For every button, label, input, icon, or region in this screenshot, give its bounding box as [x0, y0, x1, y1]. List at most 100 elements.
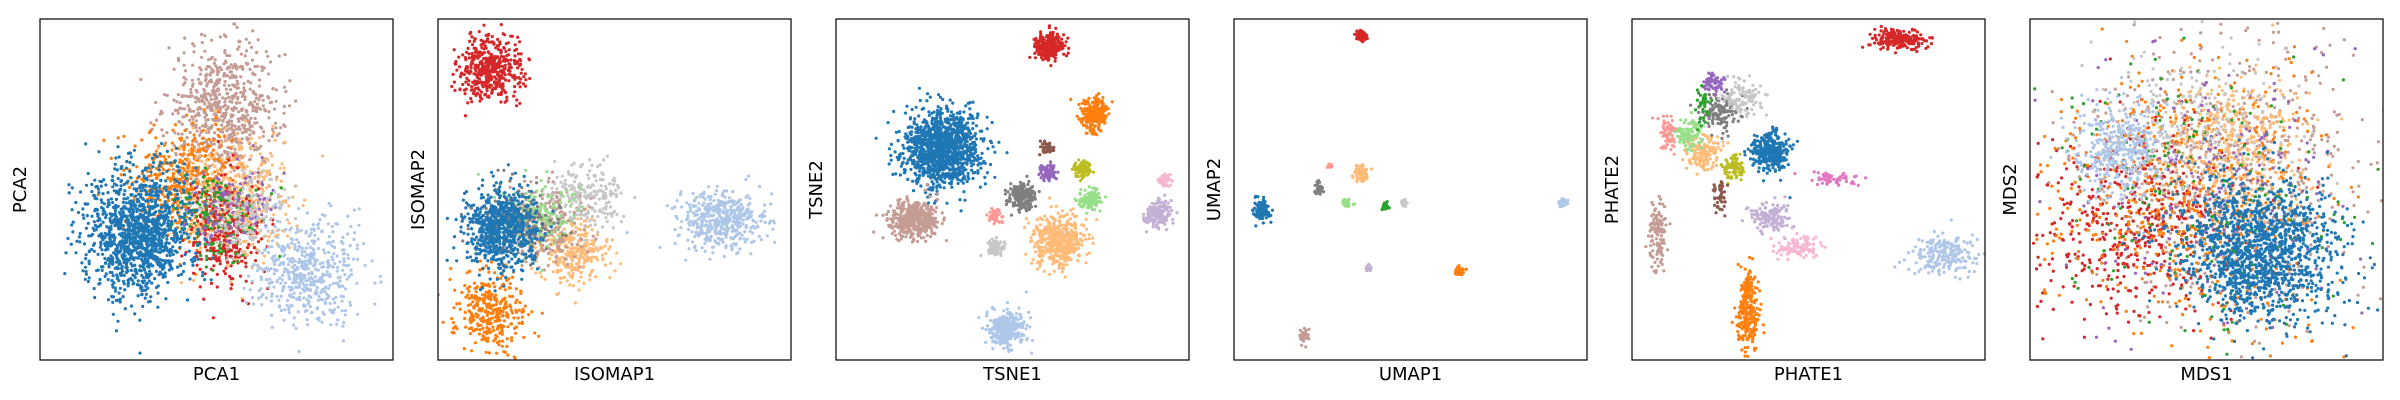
- point: [149, 239, 153, 243]
- point: [278, 166, 282, 170]
- point: [451, 72, 455, 76]
- point: [241, 65, 245, 69]
- point: [227, 65, 231, 69]
- point: [206, 196, 210, 200]
- point: [196, 219, 200, 223]
- point: [146, 205, 150, 209]
- point: [146, 249, 150, 253]
- point: [162, 216, 166, 220]
- point: [77, 235, 81, 239]
- point: [482, 23, 486, 27]
- point: [170, 259, 174, 263]
- point: [516, 66, 520, 70]
- point: [467, 79, 471, 83]
- point: [157, 209, 161, 213]
- point: [270, 280, 274, 284]
- point: [210, 55, 214, 60]
- point: [326, 262, 330, 266]
- point: [363, 264, 367, 268]
- point: [264, 278, 268, 282]
- point: [205, 172, 210, 176]
- point: [726, 200, 730, 204]
- point: [472, 58, 476, 62]
- point: [246, 246, 250, 250]
- point: [310, 277, 315, 281]
- point: [128, 209, 132, 213]
- point: [250, 190, 254, 194]
- point: [485, 86, 489, 91]
- point: [261, 65, 265, 69]
- point: [233, 124, 237, 128]
- point: [191, 166, 195, 170]
- point: [132, 222, 136, 226]
- point: [306, 242, 310, 246]
- point: [490, 67, 494, 71]
- point: [250, 184, 254, 188]
- point: [312, 228, 316, 232]
- point: [205, 179, 209, 183]
- point: [489, 14, 492, 17]
- point: [235, 64, 239, 68]
- point: [152, 161, 156, 165]
- point: [195, 214, 199, 219]
- point: [718, 229, 722, 233]
- point: [121, 200, 125, 204]
- point: [255, 64, 260, 68]
- point: [114, 329, 118, 333]
- point: [209, 281, 214, 285]
- point: [216, 89, 220, 93]
- point: [450, 84, 454, 89]
- point: [333, 262, 337, 266]
- point: [208, 204, 212, 208]
- point: [192, 109, 196, 113]
- point: [231, 261, 235, 265]
- point: [211, 316, 215, 320]
- point: [304, 279, 308, 283]
- point: [253, 228, 257, 232]
- point: [244, 49, 249, 53]
- point: [219, 157, 223, 161]
- point: [226, 257, 230, 261]
- point: [96, 252, 100, 256]
- point: [118, 297, 122, 301]
- point: [249, 136, 253, 141]
- point: [109, 156, 113, 160]
- point: [138, 215, 142, 219]
- point: [176, 108, 180, 113]
- point: [275, 219, 280, 223]
- point: [197, 230, 201, 234]
- point: [151, 165, 155, 169]
- point: [346, 214, 350, 218]
- point: [170, 220, 174, 224]
- point: [247, 122, 251, 126]
- point: [167, 224, 171, 228]
- point: [282, 318, 286, 322]
- point: [520, 67, 524, 71]
- point: [289, 237, 293, 241]
- point: [267, 96, 271, 100]
- point: [317, 278, 321, 282]
- point: [198, 172, 202, 176]
- point: [351, 257, 355, 261]
- point: [87, 249, 91, 253]
- point: [103, 274, 107, 278]
- point: [279, 281, 283, 285]
- point: [239, 188, 243, 192]
- point: [496, 47, 500, 52]
- point: [484, 84, 488, 88]
- point: [97, 224, 101, 229]
- point: [244, 174, 248, 178]
- point: [113, 162, 117, 166]
- point: [131, 232, 136, 236]
- point: [140, 292, 144, 296]
- point: [703, 207, 708, 211]
- point: [133, 144, 137, 148]
- point: [117, 279, 121, 283]
- point: [141, 304, 145, 308]
- point: [471, 80, 475, 84]
- point: [185, 136, 189, 140]
- point: [250, 58, 255, 62]
- point: [253, 105, 257, 109]
- point: [722, 254, 726, 259]
- point: [166, 215, 170, 219]
